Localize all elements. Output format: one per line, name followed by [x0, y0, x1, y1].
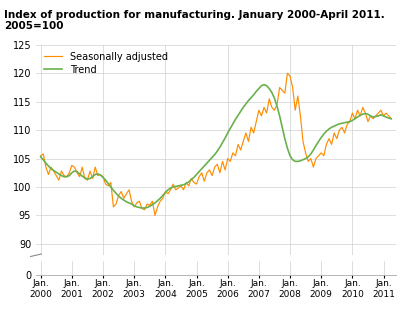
Trend [332, 124, 336, 128]
Seasonally adjusted [80, 165, 85, 169]
Seasonally adjusted [38, 154, 43, 158]
Legend: Seasonally adjusted, Trend: Seasonally adjusted, Trend [44, 52, 168, 75]
Seasonally adjusted [373, 114, 378, 118]
Trend [140, 206, 144, 210]
Trend [38, 155, 43, 159]
Seasonally adjusted [332, 131, 336, 135]
Seasonally adjusted [152, 213, 157, 217]
Line: Trend: Trend [41, 84, 391, 208]
Trend [389, 117, 394, 121]
Trend [176, 184, 181, 188]
Trend [80, 174, 85, 178]
Seasonally adjusted [329, 142, 334, 146]
Seasonally adjusted [326, 137, 331, 140]
Trend [373, 115, 378, 118]
Seasonally adjusted [389, 117, 394, 121]
Trend [326, 127, 331, 131]
Line: Seasonally adjusted: Seasonally adjusted [41, 73, 391, 215]
Trend [329, 125, 334, 129]
Seasonally adjusted [176, 186, 181, 190]
Seasonally adjusted [285, 71, 290, 75]
Trend [262, 83, 266, 86]
Text: Index of production for manufacturing. January 2000-April 2011.
2005=100: Index of production for manufacturing. J… [4, 10, 385, 31]
